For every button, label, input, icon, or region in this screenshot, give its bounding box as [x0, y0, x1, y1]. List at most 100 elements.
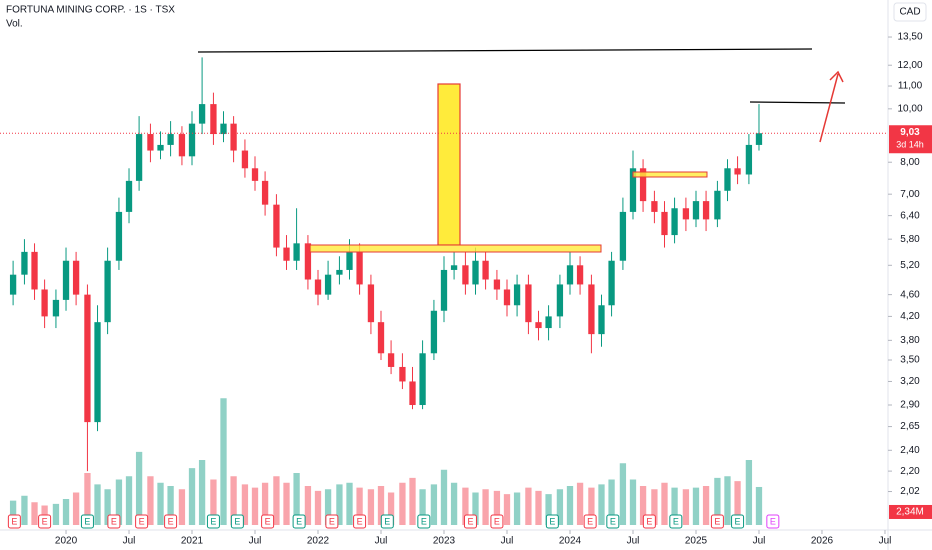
y-tick-label: 13,50	[897, 32, 922, 43]
candle-body	[755, 133, 763, 145]
candle-body	[167, 134, 174, 145]
volume-bar	[62, 499, 70, 525]
candle-body	[503, 289, 511, 306]
x-tick-label: Jul	[123, 536, 136, 547]
volume-bar	[304, 486, 312, 525]
volume-bar	[399, 482, 406, 525]
earnings-label: E	[673, 516, 679, 526]
highlight-box	[437, 83, 461, 246]
currency-box[interactable]	[893, 2, 927, 22]
volume-bar	[755, 486, 763, 525]
volume-bar	[52, 503, 60, 525]
volume-bar	[745, 460, 753, 525]
earnings-marker	[490, 514, 504, 529]
volume-bar	[608, 479, 615, 525]
volume-bar	[462, 487, 469, 525]
volume-bar	[440, 469, 448, 525]
candle-body	[147, 134, 154, 151]
last-price-label: 9,03	[900, 127, 920, 138]
volume-bar	[692, 487, 700, 525]
candle-body	[513, 284, 521, 306]
candle-body	[84, 294, 91, 423]
candle-body	[52, 299, 60, 317]
volume-bar	[21, 495, 28, 525]
candle-body	[314, 279, 322, 295]
candle-body	[714, 190, 721, 220]
y-tick-label: 11,00	[898, 81, 923, 92]
earnings-label: E	[139, 516, 145, 526]
candle-body	[273, 204, 280, 248]
earnings-label: E	[234, 516, 240, 526]
volume-bar	[588, 487, 595, 525]
candle-body	[692, 201, 700, 220]
candle-body	[482, 260, 489, 280]
x-tick-label: 2023	[433, 536, 456, 547]
volume-bar	[702, 486, 710, 525]
candle-body	[629, 168, 637, 212]
earnings-marker	[230, 514, 244, 529]
volume-bar	[535, 490, 542, 525]
candle-body	[724, 168, 731, 191]
candle-body	[440, 269, 448, 311]
volume-bar	[734, 481, 741, 525]
y-tick-label: 5,80	[900, 234, 920, 245]
volume-bar	[409, 477, 416, 525]
volume-bar	[556, 489, 564, 525]
candle-body	[261, 180, 269, 205]
candle-body	[399, 366, 406, 382]
volume-bar	[724, 476, 731, 525]
volume-bar	[135, 451, 143, 525]
volume-bar	[619, 463, 627, 525]
earnings-label: E	[168, 516, 174, 526]
volume-bar	[72, 492, 80, 525]
earnings-marker	[766, 514, 780, 529]
candle-body	[535, 322, 542, 329]
candle-body	[619, 211, 627, 261]
candle-body	[588, 284, 595, 335]
candle-body	[367, 284, 375, 323]
y-tick-label: 2,20	[900, 466, 920, 477]
candle-body	[324, 274, 332, 295]
candle-body	[304, 243, 312, 280]
x-tick-label: Jul	[375, 536, 388, 547]
earnings-marker	[164, 514, 178, 529]
y-tick-label: 2,90	[900, 400, 920, 411]
last-price-box	[889, 125, 932, 154]
volume-bar	[651, 489, 658, 525]
candle-body	[576, 265, 584, 285]
volume-bar	[220, 398, 227, 525]
volume-bar	[682, 489, 690, 525]
candle-body	[62, 260, 70, 300]
volume-bar	[31, 502, 38, 525]
earnings-label: E	[610, 516, 616, 526]
currency[interactable]: CAD	[899, 7, 920, 18]
earnings-marker	[606, 514, 620, 529]
earnings-label: E	[467, 516, 473, 526]
candle-body	[734, 168, 741, 175]
x-tick-label: Jul	[627, 536, 640, 547]
candle-body	[115, 211, 123, 261]
volume-bar	[84, 473, 91, 525]
candle-body	[608, 260, 615, 306]
candle-body	[210, 104, 217, 135]
earnings-marker	[353, 514, 367, 529]
volume-bar	[367, 489, 375, 525]
volume-bar	[293, 473, 300, 525]
candle-body	[525, 284, 532, 323]
volume-bar	[147, 476, 154, 525]
volume-bar	[188, 468, 196, 525]
volume-bar	[336, 484, 343, 525]
earnings-label: E	[384, 516, 390, 526]
candle-body	[702, 201, 710, 220]
candle-body	[651, 201, 658, 212]
earnings-marker	[463, 514, 477, 529]
earnings-marker	[206, 514, 220, 529]
last-volume-label: 2,34M	[896, 507, 924, 518]
earnings-label: E	[357, 516, 363, 526]
earnings-label: E	[549, 516, 555, 526]
candle-body	[104, 260, 111, 323]
x-tick-label: Jul	[249, 536, 262, 547]
earnings-marker	[545, 514, 559, 529]
earnings-label: E	[42, 516, 48, 526]
